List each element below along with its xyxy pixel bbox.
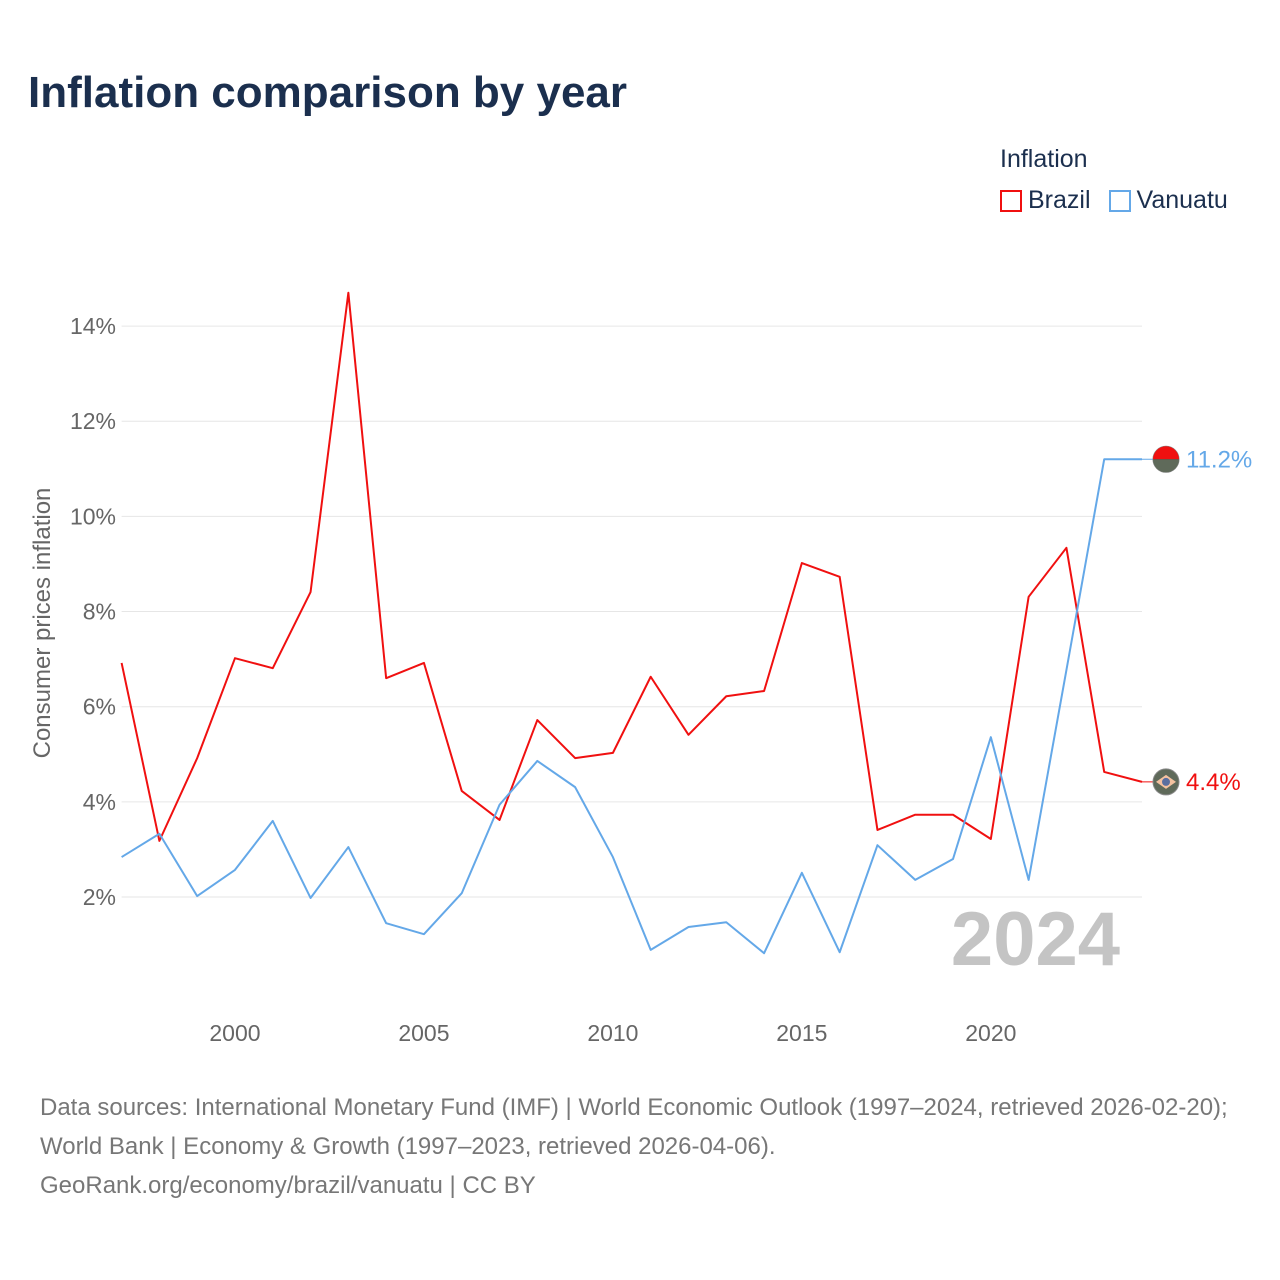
data-point-brazil (459, 788, 465, 794)
data-point-vanuatu (534, 758, 540, 764)
series-line-brazil (120, 291, 1143, 842)
data-point-vanuatu (1101, 456, 1107, 462)
end-value-label-vanuatu: 11.2% (1186, 446, 1252, 473)
data-point-brazil (874, 827, 880, 833)
data-point-vanuatu (799, 870, 805, 876)
legend-title: Inflation (1000, 145, 1088, 173)
y-tick-label: 14% (70, 313, 116, 339)
data-point-vanuatu (685, 924, 691, 930)
data-point-brazil (799, 560, 805, 566)
data-point-vanuatu (950, 856, 956, 862)
legend-item-vanuatu[interactable]: Vanuatu (1108, 186, 1228, 215)
chart-title: Inflation comparison by year (28, 68, 628, 117)
data-point-vanuatu (345, 844, 351, 850)
data-point-vanuatu (572, 784, 578, 790)
year-watermark: 2024 (951, 897, 1120, 982)
data-point-vanuatu (912, 877, 918, 883)
y-tick-label: 2% (83, 884, 116, 910)
data-point-vanuatu (648, 947, 654, 953)
source-line: Data sources: International Monetary Fun… (40, 1094, 1228, 1160)
data-point-brazil (1026, 594, 1032, 600)
data-point-vanuatu (1063, 667, 1069, 673)
data-point-vanuatu (194, 893, 200, 899)
data-point-brazil (572, 755, 578, 761)
data-point-vanuatu (270, 818, 276, 824)
x-tick-label: 2005 (398, 1020, 449, 1046)
data-point-brazil (761, 688, 767, 694)
data-point-brazil (685, 732, 691, 738)
data-point-brazil (950, 812, 956, 818)
flag-globe (1162, 777, 1170, 786)
legend-swatch-vanuatu (1108, 189, 1131, 212)
data-point-brazil (421, 660, 427, 666)
data-point-brazil (383, 675, 389, 681)
legend-item-brazil[interactable]: Brazil (1000, 186, 1091, 215)
data-point-brazil (988, 836, 994, 842)
data-point-brazil (1063, 545, 1069, 551)
x-tick-label: 2015 (776, 1020, 827, 1046)
data-point-vanuatu (723, 919, 729, 925)
data-point-brazil (308, 589, 314, 595)
flag-bottom (1153, 459, 1179, 473)
end-value-label-brazil: 4.4% (1186, 769, 1241, 796)
y-tick-label: 6% (83, 694, 116, 720)
data-point-brazil (648, 674, 654, 680)
legend: Brazil Vanuatu (1000, 186, 1228, 215)
data-point-brazil (232, 655, 238, 661)
data-point-vanuatu (761, 950, 767, 956)
data-point-vanuatu (421, 931, 427, 937)
data-point-vanuatu (988, 734, 994, 740)
data-point-vanuatu (1026, 877, 1032, 883)
legend-label: Vanuatu (1136, 186, 1228, 214)
data-point-brazil (119, 660, 125, 666)
data-point-brazil (723, 693, 729, 699)
source-note: Data sources: International Monetary Fun… (40, 1088, 1250, 1205)
data-point-brazil (1101, 769, 1107, 775)
data-point-brazil (534, 717, 540, 723)
data-point-vanuatu (308, 895, 314, 901)
source-link[interactable]: GeoRank.org/economy/brazil/vanuatu | CC … (40, 1172, 536, 1199)
data-point-brazil (610, 750, 616, 756)
x-tick-label: 2010 (587, 1020, 638, 1046)
data-point-vanuatu (119, 854, 125, 860)
data-point-vanuatu (383, 920, 389, 926)
y-tick-label: 4% (83, 789, 116, 815)
y-tick-label: 12% (70, 408, 116, 434)
data-point-brazil (270, 665, 276, 671)
legend-swatch-brazil (1000, 189, 1022, 212)
y-axis-label: Consumer prices inflation (29, 488, 56, 759)
data-point-vanuatu (232, 867, 238, 873)
data-point-vanuatu (874, 842, 880, 848)
data-point-vanuatu (837, 949, 843, 955)
x-tick-label: 2000 (209, 1020, 260, 1046)
legend-label: Brazil (1028, 186, 1091, 214)
series-line-vanuatu (121, 458, 1142, 955)
data-point-brazil (497, 817, 503, 823)
x-tick-label: 2020 (965, 1020, 1016, 1046)
y-tick-label: 10% (70, 503, 116, 529)
data-point-vanuatu (610, 854, 616, 860)
data-point-brazil (194, 755, 200, 761)
data-point-brazil (912, 812, 918, 818)
data-point-vanuatu (497, 802, 503, 808)
data-point-vanuatu (156, 831, 162, 837)
flag-top-red (1153, 446, 1179, 460)
data-point-brazil (837, 574, 843, 580)
data-point-vanuatu (459, 890, 465, 896)
y-tick-label: 8% (83, 599, 116, 625)
data-point-brazil (345, 290, 351, 296)
